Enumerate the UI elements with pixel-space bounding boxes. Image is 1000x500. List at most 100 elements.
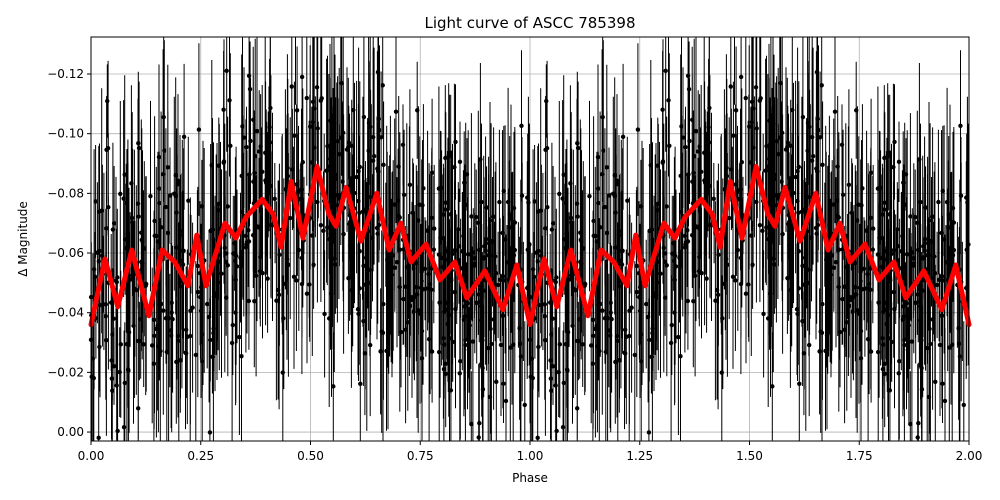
data-point bbox=[223, 251, 229, 256]
data-point bbox=[195, 289, 200, 295]
data-point bbox=[590, 361, 596, 366]
data-point bbox=[683, 144, 688, 150]
data-point bbox=[401, 247, 406, 252]
data-point bbox=[105, 98, 110, 104]
data-point bbox=[964, 247, 969, 253]
data-point bbox=[646, 430, 652, 435]
data-point bbox=[917, 157, 922, 162]
data-point bbox=[109, 358, 114, 363]
data-point bbox=[341, 231, 346, 237]
data-point bbox=[587, 193, 592, 199]
data-point bbox=[507, 225, 512, 230]
data-point bbox=[648, 163, 653, 168]
data-point bbox=[167, 193, 173, 198]
data-point bbox=[563, 245, 568, 251]
data-point bbox=[489, 341, 494, 347]
data-point bbox=[857, 285, 862, 290]
data-point bbox=[272, 196, 277, 201]
data-point bbox=[678, 173, 683, 179]
data-point bbox=[436, 186, 442, 191]
data-point bbox=[397, 284, 403, 290]
data-point bbox=[806, 267, 812, 272]
data-point bbox=[386, 267, 391, 273]
data-point bbox=[720, 281, 726, 286]
data-point bbox=[748, 160, 753, 165]
data-point bbox=[554, 275, 559, 280]
data-point bbox=[840, 247, 845, 252]
data-point bbox=[229, 340, 235, 346]
data-point bbox=[561, 237, 567, 242]
data-point bbox=[161, 308, 166, 313]
data-point bbox=[702, 180, 708, 186]
data-point bbox=[844, 320, 849, 325]
data-point bbox=[394, 260, 400, 265]
data-point bbox=[195, 263, 200, 269]
data-point bbox=[887, 212, 892, 217]
data-point bbox=[543, 147, 548, 152]
data-point bbox=[223, 295, 229, 300]
data-point bbox=[737, 196, 742, 202]
data-point bbox=[479, 283, 484, 289]
data-point bbox=[922, 236, 928, 242]
data-point bbox=[590, 317, 596, 323]
data-point bbox=[779, 130, 785, 136]
data-point bbox=[932, 270, 938, 276]
data-point bbox=[771, 172, 777, 177]
data-point bbox=[552, 278, 558, 284]
data-point bbox=[254, 224, 259, 230]
data-point bbox=[385, 333, 391, 338]
data-point bbox=[765, 164, 771, 169]
data-point bbox=[650, 237, 655, 242]
data-point bbox=[956, 326, 961, 331]
data-point bbox=[93, 199, 98, 204]
data-point bbox=[936, 277, 942, 282]
data-point bbox=[530, 375, 535, 381]
data-point bbox=[173, 173, 179, 178]
data-point bbox=[135, 406, 141, 411]
data-point bbox=[300, 159, 306, 165]
x-tick-label: 1.75 bbox=[846, 449, 873, 463]
data-point bbox=[441, 335, 446, 341]
data-point bbox=[730, 274, 736, 280]
data-point bbox=[244, 144, 249, 150]
data-point bbox=[385, 257, 390, 262]
data-point bbox=[398, 329, 404, 335]
data-point bbox=[395, 198, 401, 203]
data-point bbox=[918, 199, 923, 205]
data-point bbox=[613, 359, 618, 365]
data-point bbox=[304, 95, 309, 101]
data-point bbox=[658, 271, 663, 276]
data-point bbox=[124, 342, 130, 347]
data-point bbox=[429, 349, 435, 354]
data-point bbox=[115, 275, 120, 280]
data-point bbox=[299, 255, 305, 261]
data-point bbox=[227, 98, 232, 103]
data-point bbox=[774, 139, 779, 144]
data-point bbox=[334, 193, 340, 198]
data-point bbox=[179, 258, 184, 263]
data-point bbox=[891, 247, 897, 253]
data-point bbox=[158, 348, 163, 354]
data-point bbox=[753, 85, 759, 90]
data-point bbox=[856, 311, 862, 316]
data-point bbox=[492, 275, 497, 281]
data-point bbox=[311, 262, 316, 268]
data-point bbox=[677, 255, 682, 260]
data-point bbox=[361, 114, 367, 120]
data-point bbox=[222, 245, 228, 251]
data-point bbox=[561, 172, 566, 177]
data-point bbox=[950, 253, 956, 258]
data-point bbox=[911, 261, 917, 267]
data-point bbox=[920, 288, 925, 293]
data-point bbox=[452, 164, 457, 170]
data-point bbox=[457, 371, 462, 376]
data-point bbox=[608, 310, 613, 315]
data-point bbox=[291, 274, 297, 280]
data-point bbox=[356, 311, 361, 317]
data-point bbox=[376, 222, 382, 228]
data-point bbox=[926, 218, 932, 223]
data-point bbox=[908, 214, 913, 219]
data-point bbox=[160, 172, 166, 177]
data-point bbox=[356, 168, 361, 174]
data-point bbox=[265, 187, 270, 193]
